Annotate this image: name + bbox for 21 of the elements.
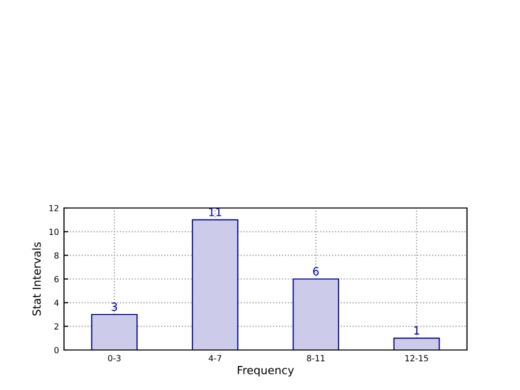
y-tick-label: 10 [49,228,59,235]
y-tick-label: 0 [54,346,59,354]
data-label: 1 [414,326,420,334]
bar [393,338,440,350]
y-axis-title: Stat Intervals [32,242,41,316]
x-tick-label: 12-15 [405,355,428,362]
x-axis-title: Frequency [238,366,294,376]
y-tick-label: 4 [54,300,59,306]
data-label: 6 [313,267,319,276]
data-label: 11 [209,208,222,216]
data-label: 3 [112,302,118,311]
x-tick-label: 8-11 [306,355,325,362]
x-tick-label: 4-7 [208,355,222,362]
y-tick-label: 8 [54,252,59,259]
bar [292,278,340,350]
x-tick-label: 0-3 [108,355,121,362]
y-tick-label: 12 [49,204,58,212]
bar [91,314,138,350]
y-tick-label: 6 [54,276,59,282]
y-tick-label: 2 [54,323,58,330]
bar [192,219,238,350]
